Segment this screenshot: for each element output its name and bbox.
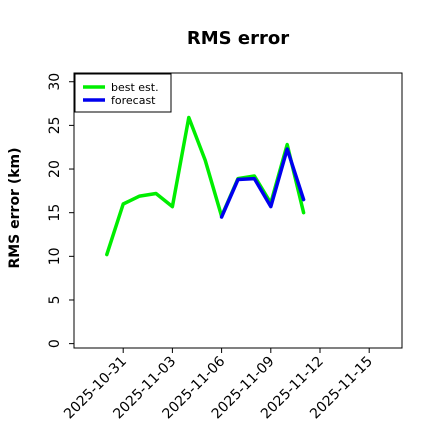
y-tick-label: 10 [47,247,63,265]
plot-area-frame [73,72,403,349]
y-tick-label: 15 [47,204,63,222]
y-axis-ticks: 0 5 10 15 20 25 30 [47,73,74,348]
x-axis-ticks: 2025-10-312025-11-032025-11-062025-11-09… [61,348,376,422]
legend-box [74,73,172,113]
y-tick-label: 25 [47,116,63,134]
y-tick-label: 30 [47,73,63,91]
chart-title: RMS error [187,28,289,49]
legend-entry: forecast [111,94,156,107]
y-tick-label: 5 [47,296,63,305]
series-line-forecast [219,147,306,219]
y-axis-label: RMS error (km) [7,147,23,268]
y-tick-label: 0 [47,339,63,348]
series-lines [105,115,306,257]
series-line-best-est [105,115,306,257]
legend-entry: best est. [111,81,159,94]
legend: best est.forecast [74,73,172,113]
y-tick-label: 20 [47,160,63,178]
